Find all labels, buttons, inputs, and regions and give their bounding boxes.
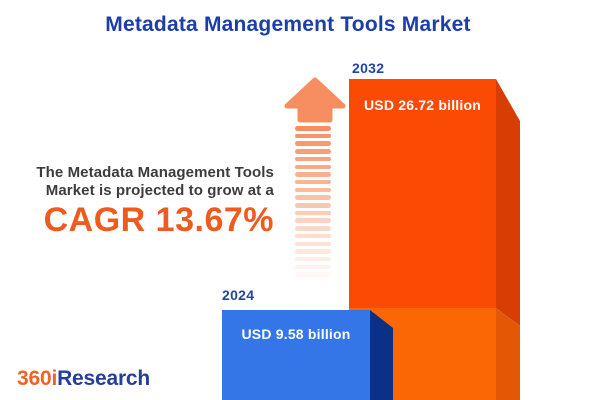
arrow-stripe (295, 195, 331, 200)
logo-part-360i: 360i (17, 367, 58, 390)
arrow-stripe (295, 149, 331, 154)
bar-2032-year-label: 2032 (352, 60, 385, 76)
cagr-value: CAGR 13.67% (43, 201, 274, 239)
arrow-stripe (295, 133, 331, 139)
promo-line-2: Market is projected to grow at a (45, 181, 274, 199)
bar-2032-side-lower (496, 308, 520, 400)
arrow-stripe (295, 233, 331, 239)
promo-line-1: The Metadata Management Tools (36, 164, 274, 181)
bar-2032-value-label: USD 26.72 billion (364, 97, 481, 113)
page-title: Metadata Management Tools Market (105, 13, 471, 36)
arrow-stripe (295, 241, 331, 247)
bar-2024-value-label: USD 9.58 billion (241, 326, 351, 342)
arrow-stripe (295, 264, 331, 270)
arrow-stripe (295, 179, 331, 185)
arrow-stripe (295, 164, 331, 170)
logo-part-research: Research (57, 367, 151, 390)
bar-2024-side (370, 310, 393, 400)
arrow-stripe (295, 210, 331, 216)
growth-arrow-stripes-icon (295, 126, 331, 288)
bar-2032-side-upper (496, 79, 520, 326)
arrow-stripe (295, 218, 331, 223)
arrow-stripe (295, 249, 331, 254)
arrow-stripe (295, 126, 331, 131)
bar-2024-year-label: 2024 (222, 287, 255, 303)
arrow-stripe (295, 203, 331, 208)
growth-arrow-head-icon (284, 77, 346, 123)
arrow-stripe (295, 141, 331, 146)
arrow-stripe (295, 187, 331, 193)
promo-text-block: The Metadata Management Tools Market is … (0, 164, 274, 237)
arrow-stripe (295, 172, 331, 177)
bar-2024-face (222, 310, 370, 400)
arrow-stripe (295, 226, 331, 231)
arrow-stripe (295, 272, 331, 277)
bar-2032-face-upper (349, 79, 496, 308)
company-logo: 360iResearch (17, 367, 150, 391)
arrow-stripe (295, 156, 331, 162)
arrow-stripe (295, 256, 331, 262)
